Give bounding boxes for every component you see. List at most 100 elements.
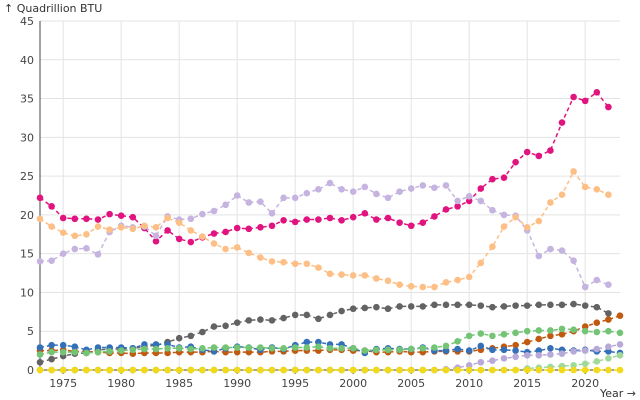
data-point[interactable] [117,347,125,354]
data-point[interactable] [373,303,380,311]
data-point[interactable] [419,219,427,226]
data-point[interactable] [83,244,90,252]
data-point[interactable] [175,334,183,342]
data-point[interactable] [315,185,322,193]
data-point[interactable] [129,225,137,233]
data-point[interactable] [164,227,171,234]
data-point[interactable] [175,366,183,374]
data-point[interactable] [581,97,589,105]
data-point[interactable] [465,366,473,374]
data-point[interactable] [48,257,55,264]
data-point[interactable] [48,223,55,230]
data-point[interactable] [257,366,264,374]
data-point[interactable] [349,213,357,221]
data-point[interactable] [547,147,554,154]
data-point[interactable] [199,233,206,240]
data-point[interactable] [326,214,334,222]
data-point[interactable] [257,254,264,261]
data-point[interactable] [36,358,44,366]
data-point[interactable] [419,303,427,310]
data-point[interactable] [512,158,519,166]
data-point[interactable] [547,199,554,206]
data-point[interactable] [373,190,380,198]
data-point[interactable] [268,222,276,230]
data-point[interactable] [303,366,311,374]
data-point[interactable] [593,328,601,336]
data-point[interactable] [233,344,241,351]
data-point[interactable] [570,366,577,374]
data-point[interactable] [477,358,485,366]
data-point[interactable] [164,366,171,374]
data-point[interactable] [558,247,566,254]
data-point[interactable] [152,223,160,231]
data-point[interactable] [83,349,90,357]
data-point[interactable] [431,366,438,374]
data-point[interactable] [59,366,67,374]
data-point[interactable] [419,182,427,189]
data-point[interactable] [547,327,554,334]
data-point[interactable] [535,347,543,354]
data-point[interactable] [500,223,508,230]
data-point[interactable] [523,327,531,335]
data-point[interactable] [535,351,543,359]
data-point[interactable] [222,344,229,351]
data-point[interactable] [512,213,519,221]
data-point[interactable] [465,192,473,200]
data-point[interactable] [83,230,90,238]
data-point[interactable] [593,345,601,353]
data-point[interactable] [291,344,299,351]
data-point[interactable] [222,322,229,330]
data-point[interactable] [106,226,113,233]
data-point[interactable] [245,344,253,351]
data-point[interactable] [547,301,554,309]
data-point[interactable] [245,199,253,206]
data-point[interactable] [245,317,253,324]
data-point[interactable] [303,311,311,319]
data-point[interactable] [605,348,612,355]
data-point[interactable] [233,366,241,374]
data-point[interactable] [605,316,612,323]
data-point[interactable] [465,301,473,309]
data-point[interactable] [442,347,450,354]
data-point[interactable] [477,259,485,267]
data-point[interactable] [500,346,508,354]
data-point[interactable] [280,344,287,352]
data-point[interactable] [431,301,438,309]
data-point[interactable] [315,366,322,374]
data-point[interactable] [523,148,531,156]
data-point[interactable] [303,344,311,351]
data-point[interactable] [477,330,485,337]
data-point[interactable] [187,345,195,353]
data-point[interactable] [280,258,287,266]
data-point[interactable] [605,355,612,362]
data-point[interactable] [268,317,276,324]
data-point[interactable] [477,185,485,192]
data-point[interactable] [349,366,357,374]
data-point[interactable] [187,366,195,374]
data-point[interactable] [535,327,543,334]
data-point[interactable] [94,251,102,258]
data-point[interactable] [222,366,229,374]
data-point[interactable] [233,192,241,199]
data-point[interactable] [558,366,566,374]
data-point[interactable] [616,341,624,348]
data-point[interactable] [59,348,67,356]
data-point[interactable] [106,210,113,218]
data-point[interactable] [303,260,311,268]
data-point[interactable] [581,302,589,309]
data-point[interactable] [419,344,427,352]
data-point[interactable] [117,212,125,219]
data-point[interactable] [291,366,299,374]
data-point[interactable] [164,344,171,352]
data-point[interactable] [141,345,148,353]
data-point[interactable] [315,216,322,223]
data-point[interactable] [407,282,415,290]
data-point[interactable] [315,315,322,323]
data-point[interactable] [489,332,496,340]
data-point[interactable] [36,194,44,202]
data-point[interactable] [419,366,427,374]
data-point[interactable] [361,304,369,312]
data-point[interactable] [396,281,403,288]
data-point[interactable] [570,168,577,175]
data-point[interactable] [361,347,369,354]
